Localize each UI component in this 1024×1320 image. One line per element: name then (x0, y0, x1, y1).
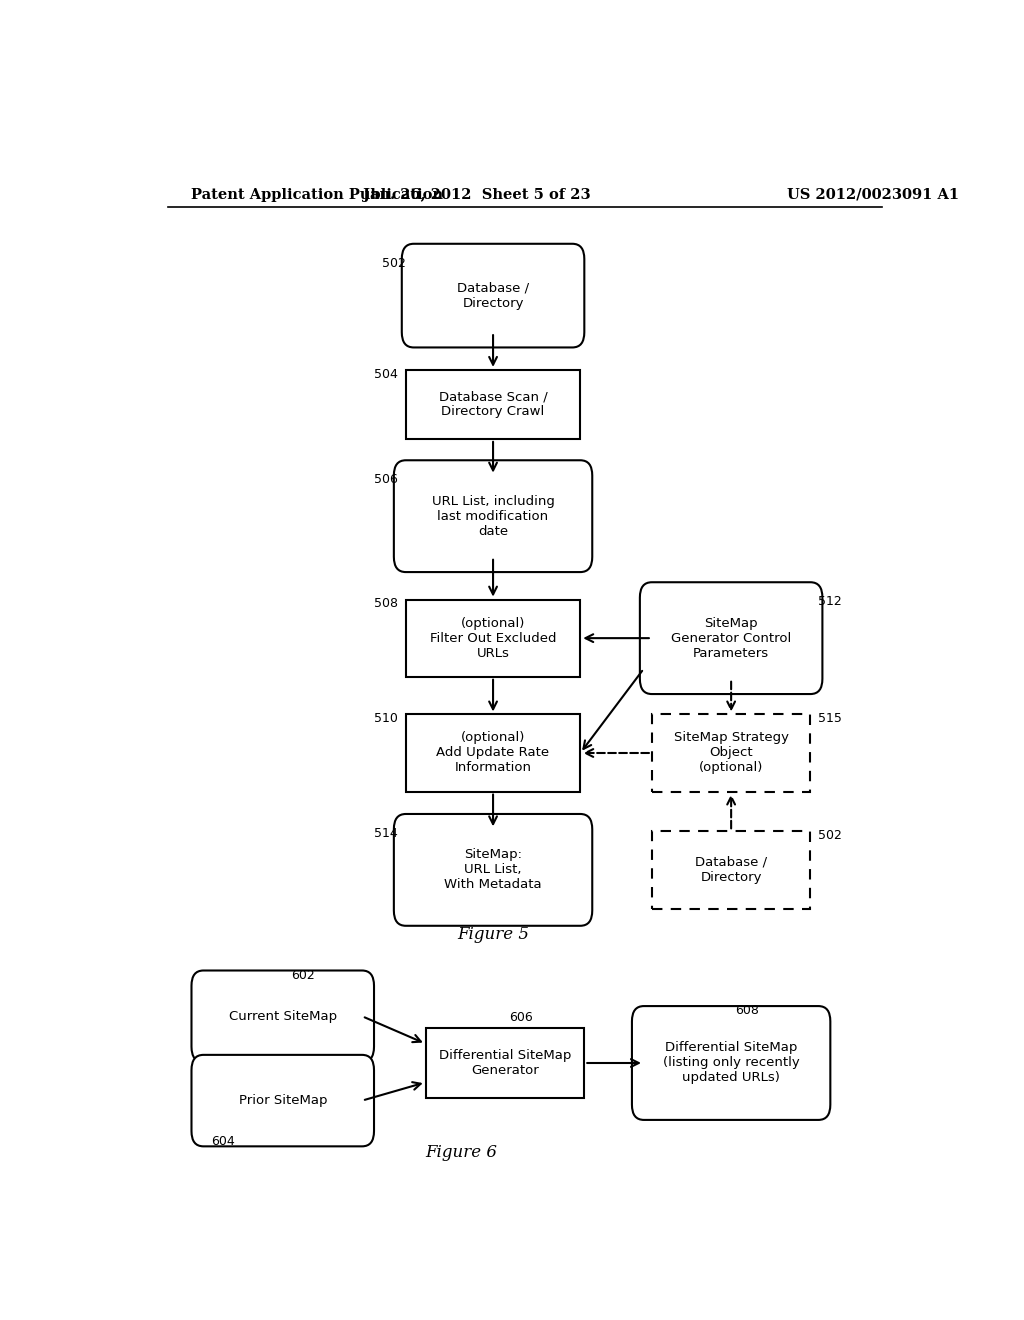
Text: 608: 608 (735, 1005, 759, 1018)
Text: 502: 502 (818, 829, 843, 842)
Text: 508: 508 (374, 598, 397, 610)
Text: URL List, including
last modification
date: URL List, including last modification da… (432, 495, 554, 537)
Text: SiteMap:
URL List,
With Metadata: SiteMap: URL List, With Metadata (444, 849, 542, 891)
Text: Patent Application Publication: Patent Application Publication (191, 187, 443, 202)
Text: SiteMap Strategy
Object
(optional): SiteMap Strategy Object (optional) (674, 731, 788, 775)
FancyBboxPatch shape (394, 461, 592, 572)
FancyBboxPatch shape (406, 714, 581, 792)
Text: 512: 512 (818, 595, 842, 609)
FancyBboxPatch shape (652, 714, 811, 792)
Text: Figure 6: Figure 6 (425, 1144, 498, 1160)
Text: Prior SiteMap: Prior SiteMap (239, 1094, 327, 1107)
Text: (optional)
Add Update Rate
Information: (optional) Add Update Rate Information (436, 731, 550, 775)
FancyBboxPatch shape (652, 832, 811, 908)
Text: (optional)
Filter Out Excluded
URLs: (optional) Filter Out Excluded URLs (430, 616, 556, 660)
FancyBboxPatch shape (406, 370, 581, 440)
Text: US 2012/0023091 A1: US 2012/0023091 A1 (786, 187, 958, 202)
FancyBboxPatch shape (632, 1006, 830, 1119)
FancyBboxPatch shape (406, 599, 581, 677)
Text: Database /
Directory: Database / Directory (695, 855, 767, 884)
Text: 515: 515 (818, 713, 843, 725)
FancyBboxPatch shape (640, 582, 822, 694)
FancyBboxPatch shape (401, 244, 585, 347)
Text: 502: 502 (382, 257, 406, 271)
Text: 602: 602 (291, 969, 314, 982)
FancyBboxPatch shape (191, 1055, 374, 1146)
FancyBboxPatch shape (394, 814, 592, 925)
Text: Database Scan /
Directory Crawl: Database Scan / Directory Crawl (438, 391, 548, 418)
FancyBboxPatch shape (426, 1028, 585, 1097)
Text: Figure 5: Figure 5 (457, 927, 529, 944)
Text: 510: 510 (374, 713, 397, 725)
Text: 514: 514 (374, 828, 397, 841)
Text: 504: 504 (374, 368, 397, 380)
Text: Differential SiteMap
(listing only recently
updated URLs): Differential SiteMap (listing only recen… (663, 1041, 800, 1085)
FancyBboxPatch shape (191, 970, 374, 1063)
Text: 604: 604 (211, 1135, 236, 1148)
Text: SiteMap
Generator Control
Parameters: SiteMap Generator Control Parameters (671, 616, 792, 660)
Text: Database /
Directory: Database / Directory (457, 281, 529, 310)
Text: Jan. 26, 2012  Sheet 5 of 23: Jan. 26, 2012 Sheet 5 of 23 (364, 187, 591, 202)
Text: 606: 606 (509, 1011, 532, 1024)
Text: 506: 506 (374, 474, 397, 487)
Text: Current SiteMap: Current SiteMap (228, 1010, 337, 1023)
Text: Differential SiteMap
Generator: Differential SiteMap Generator (438, 1049, 571, 1077)
